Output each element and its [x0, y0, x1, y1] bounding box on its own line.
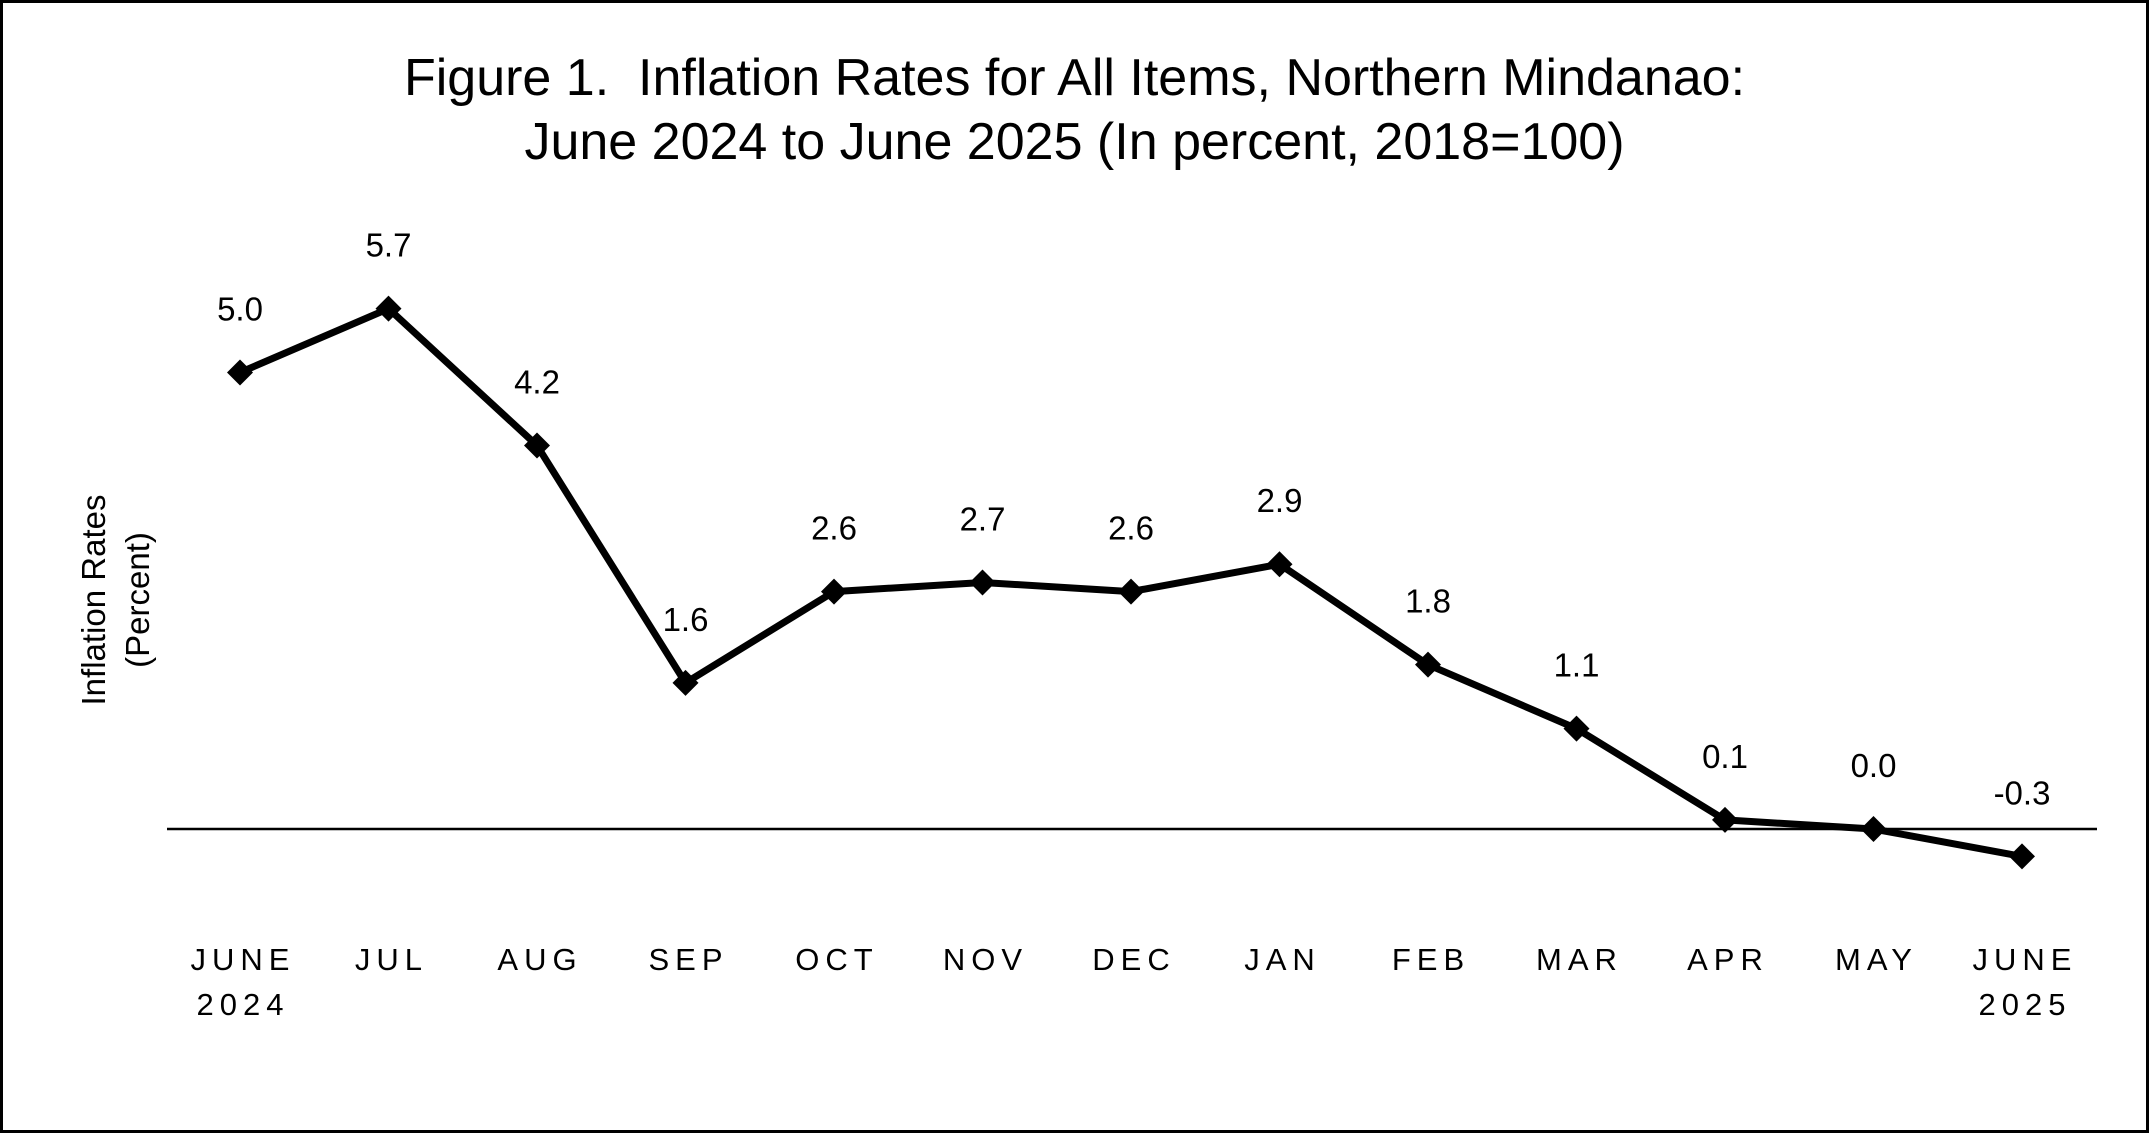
x-tick-label: JAN — [1244, 942, 1321, 977]
data-point-marker — [969, 569, 996, 596]
data-label: 5.7 — [366, 227, 412, 264]
data-label: 2.7 — [960, 500, 1006, 537]
data-label: -0.3 — [1994, 774, 2051, 811]
data-point-marker — [1415, 651, 1441, 678]
x-tick-label: OCT — [795, 942, 878, 977]
data-label: 2.6 — [1108, 510, 1154, 547]
data-label: 1.6 — [663, 601, 709, 638]
data-point-marker — [1266, 551, 1293, 578]
data-label: 1.1 — [1554, 647, 1600, 684]
x-tick-label: 2024 — [197, 987, 290, 1022]
chart-title: Figure 1. Inflation Rates for All Items,… — [0, 46, 2149, 174]
x-tick-label: MAR — [1536, 942, 1623, 977]
data-label: 4.2 — [514, 364, 560, 401]
x-tick-label: JUNE — [1973, 942, 2078, 977]
x-tick-label: MAY — [1835, 942, 1918, 977]
data-point-marker — [1118, 578, 1144, 605]
x-tick-label: DEC — [1092, 942, 1175, 977]
x-tick-label: NOV — [943, 942, 1028, 977]
data-point-marker — [672, 669, 699, 696]
data-label: 2.9 — [1257, 482, 1303, 519]
data-label: 5.0 — [217, 291, 263, 328]
data-label: 1.8 — [1405, 583, 1451, 620]
chart-title-line-2: June 2024 to June 2025 (In percent, 2018… — [524, 113, 1625, 171]
data-point-marker — [1563, 715, 1590, 742]
markers-group — [227, 295, 2035, 870]
data-labels-group: 5.0 5.7 4.2 1.6 2.6 2.7 2.6 2.9 1.8 1.1 0.1 0.0 -0.3 — [217, 227, 2050, 812]
x-tick-label: FEB — [1392, 942, 1470, 977]
data-point-marker — [821, 578, 847, 605]
x-tick-label: JUNE — [191, 942, 296, 977]
data-label: 2.6 — [811, 510, 857, 547]
chart-title-line-1: Figure 1. Inflation Rates for All Items,… — [403, 49, 1746, 107]
data-point-marker — [1712, 806, 1738, 833]
x-tick-labels-group: JUNE 2024 JUL AUG SEP OCT NOV DEC JAN FEB MAR APR MA… — [191, 942, 2078, 1022]
data-label: 0.0 — [1851, 747, 1897, 784]
x-tick-label: APR — [1687, 942, 1769, 977]
data-label: 0.1 — [1702, 738, 1748, 775]
x-tick-label: JUL — [355, 942, 428, 977]
data-point-marker — [375, 295, 402, 322]
x-tick-label: AUG — [497, 942, 582, 977]
data-point-marker — [2009, 843, 2035, 870]
x-tick-label: 2025 — [1979, 987, 2072, 1022]
data-point-marker — [227, 359, 253, 386]
x-tick-label: SEP — [648, 942, 728, 977]
data-point-marker — [1860, 816, 1887, 842]
data-point-marker — [524, 432, 550, 459]
